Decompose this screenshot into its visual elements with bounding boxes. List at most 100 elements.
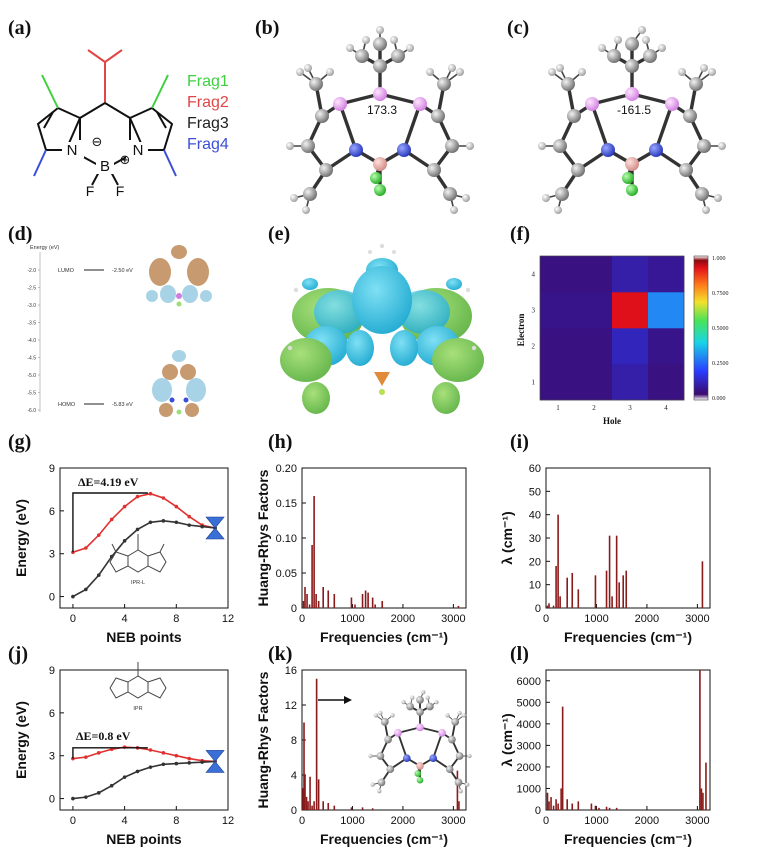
y-tick-label: 60 <box>529 463 541 475</box>
hydrogen-atom <box>538 142 546 150</box>
atom-c2 <box>607 49 621 63</box>
hydrogen-atom <box>614 36 622 44</box>
chart-l: 0 1000 2000 3000 0 1000 2000 3000 4000 5000 6000 Fr… <box>499 669 711 847</box>
hydrogen-atom <box>377 789 382 794</box>
panel-f: (f) 1 2 3 4 1 2 3 4 Hole Electron 1.000 0.7500 0.… <box>510 223 729 426</box>
plot-frame <box>545 467 711 609</box>
x-axis-title: Frequencies (cm⁻¹) <box>564 831 692 847</box>
atom-b <box>373 157 387 171</box>
hydrogen-atom <box>542 194 550 202</box>
y-tick-label: 6 <box>49 506 55 518</box>
y-axis-title: Huang-Rhys Factors <box>255 671 271 808</box>
atom-b: B <box>100 158 110 175</box>
hydrogen-atom <box>461 713 467 718</box>
atom-r2 <box>376 752 385 760</box>
bond <box>402 103 422 151</box>
y-tick-label: 0 <box>49 794 55 806</box>
bond <box>432 732 443 759</box>
series-point <box>200 760 204 764</box>
hydrogen-atom <box>554 206 562 214</box>
energy-tick-label: -4.0 <box>27 338 36 344</box>
x-tick-label: 2000 <box>391 613 415 625</box>
n1-bg <box>62 142 84 158</box>
x-axis-title: Frequencies (cm⁻¹) <box>564 629 692 645</box>
atom-me2 <box>689 77 703 91</box>
hydrogen-atom <box>370 782 375 787</box>
y-tick-label: 0.15 <box>276 498 297 510</box>
series-point <box>122 504 127 509</box>
x-tick-label: 2000 <box>635 815 659 827</box>
inset-label-j: IPR <box>133 706 142 712</box>
atom-m1 <box>333 97 347 111</box>
hydrogen-atom <box>346 44 354 52</box>
atom-n1 <box>402 754 411 763</box>
lumo-orbital <box>146 245 212 307</box>
panel-label-f: (f) <box>510 223 530 245</box>
atom-f1 <box>626 184 638 196</box>
series-point <box>161 519 166 523</box>
series-point <box>109 517 114 522</box>
panel-h: (h) 0 1000 2000 3000 0 0.05 0.10 0.15 0.20 Freque… <box>255 431 467 645</box>
y-axis-title: λ (cm⁻¹) <box>499 511 515 564</box>
atom-me3 <box>555 187 569 201</box>
heatmap-xtick: 1 <box>556 404 560 412</box>
atom-r3 <box>571 163 585 177</box>
y-tick-label: 10 <box>529 580 541 592</box>
heatmap-cell <box>576 364 613 401</box>
series-point <box>84 546 88 550</box>
energy-tick-label: -5.0 <box>27 373 36 379</box>
x-tick-label: 1000 <box>340 815 364 827</box>
y-tick-label: 9 <box>49 665 55 677</box>
atom-f2 <box>622 172 634 184</box>
heatmap-ylabel: Electron <box>516 314 526 347</box>
hydrogen-atom <box>368 753 373 759</box>
atom-me1 <box>309 77 323 91</box>
n2-bg <box>126 142 148 158</box>
atom-s1 <box>683 109 697 123</box>
hydrogen-atom <box>434 699 439 705</box>
series-point <box>84 795 88 799</box>
x-tick-label: 3000 <box>685 613 709 625</box>
hydrogen-atom <box>638 26 646 34</box>
ball-stick-molecule-b <box>286 26 474 214</box>
y-tick-label: 16 <box>285 665 297 677</box>
atom-n2 <box>397 143 411 157</box>
panel-label-b: (b) <box>255 17 279 39</box>
atom-s1 <box>448 735 456 744</box>
y-axis-title: Huang-Rhys Factors <box>255 469 271 606</box>
heatmap-xtick: 2 <box>592 404 596 412</box>
delta-e-g: ΔE=4.19 eV <box>78 475 139 489</box>
hole-electron-heatmap: 1 2 3 4 1 2 3 4 <box>532 255 685 412</box>
frag-legend: Frag1 Frag2 Frag3 Frag4 <box>187 73 229 153</box>
atom-c4 <box>416 696 424 704</box>
atom-me3 <box>377 778 386 787</box>
hydrogen-atom <box>286 142 294 150</box>
chart-k: 0 1000 2000 3000 0 4 8 12 16 Frequencies (cm⁻¹) Hu… <box>255 665 467 847</box>
x-tick-label: 1000 <box>584 815 608 827</box>
homo-orbital <box>152 350 206 417</box>
hydrogen-atom <box>658 44 666 52</box>
hydrogen-atom <box>378 710 383 716</box>
heatmap-cell <box>612 292 649 329</box>
series-line-1 <box>72 760 216 800</box>
y-axis-title: Energy (eV) <box>13 499 29 577</box>
panel-i: (i) 0 1000 2000 3000 0 10 20 30 40 50 60 Frequencie… <box>499 431 711 645</box>
atom-m2 <box>665 97 679 111</box>
atom-f1 <box>374 184 386 196</box>
y-tick-label: 12 <box>285 700 297 712</box>
y-tick-label: 0.05 <box>276 568 297 580</box>
atom-c1 <box>625 59 639 73</box>
atom-n2 <box>429 754 438 763</box>
x-axis-title: Frequencies (cm⁻¹) <box>320 629 448 645</box>
heatmap-cell <box>612 364 649 401</box>
series-point <box>71 796 75 801</box>
x-tick-label: 4 <box>122 613 128 625</box>
hydrogen-atom <box>700 64 708 72</box>
atom-mc <box>625 87 639 101</box>
energy-axis-title: Energy (eV) <box>30 245 60 251</box>
panel-label-j: (j) <box>8 643 28 665</box>
atom-c4 <box>625 37 639 51</box>
atom-s2 <box>455 752 464 760</box>
